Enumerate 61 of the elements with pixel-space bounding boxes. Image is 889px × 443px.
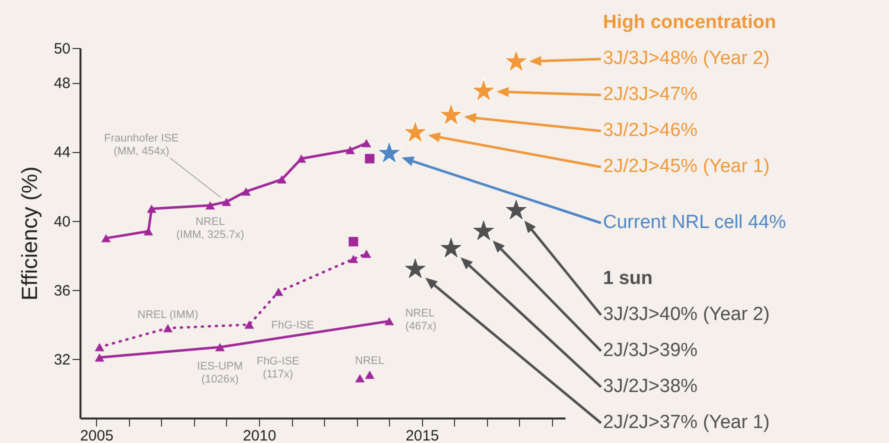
x-tick-label: 2010 [242,428,276,443]
point [163,324,173,332]
text: 3J/3J>48% (Year 2) [603,48,770,70]
text: Current NRL cell 44% [603,212,786,234]
point [205,201,215,210]
text: 3J/2J>38% [603,376,698,398]
point [241,187,251,196]
annotation: IES-UPM (1026x) [197,360,243,386]
point [244,320,254,329]
point [402,120,428,144]
text: 2J/3J>39% [603,340,698,362]
text: 3J/3J>40% (Year 2) [603,304,770,326]
point [144,227,154,236]
y-tick-label: 50 [54,40,70,58]
point [222,198,232,206]
annotation: NREL (467x) [405,308,436,333]
text: 1 sun [603,268,653,290]
text: 2J/2J>37% (Year 1) [603,412,770,434]
point [355,374,365,382]
point [215,343,225,352]
point [364,154,374,164]
annotation: FhG-ISE (117x) [256,356,300,380]
y-tick-label: 40 [54,213,70,230]
annotation: NREL (IMM) [138,309,198,322]
y-tick-label: 44 [54,144,70,162]
text: 2J/3J>47% [603,84,698,106]
point [94,343,104,352]
text: High concentration [603,12,776,34]
annotation: FhG-ISE [271,320,314,332]
text: 3J/2J>46% [603,120,698,142]
y-tick-label: 36 [54,282,70,300]
annotation: NREL (IMM, 325.7x) [176,216,244,241]
annotation: NREL [355,354,384,367]
point [296,154,306,163]
point [348,254,358,264]
text: 2J/2J>45% (Year 1) [603,156,770,178]
y-tick-label: 48 [54,75,70,92]
point [345,146,355,154]
point [402,256,428,280]
point [277,175,287,184]
point [146,204,156,213]
point [101,234,111,242]
point [504,48,529,73]
point [471,218,496,242]
y-axis-title: Efficiency (%) [16,166,42,301]
point [471,78,496,102]
point [438,235,464,260]
point [384,317,394,326]
y-tick-label: 32 [54,352,70,369]
point [94,353,104,362]
point [504,197,529,222]
x-tick-label: 2015 [406,428,439,443]
point [274,288,284,296]
point [364,370,374,379]
annotation: Fraunhofer ISE (MM, 454x) [104,132,179,158]
point [348,236,358,246]
x-tick-label: 2005 [80,428,114,443]
point [362,138,372,148]
point [438,102,464,126]
point [376,140,402,164]
point [362,250,372,258]
